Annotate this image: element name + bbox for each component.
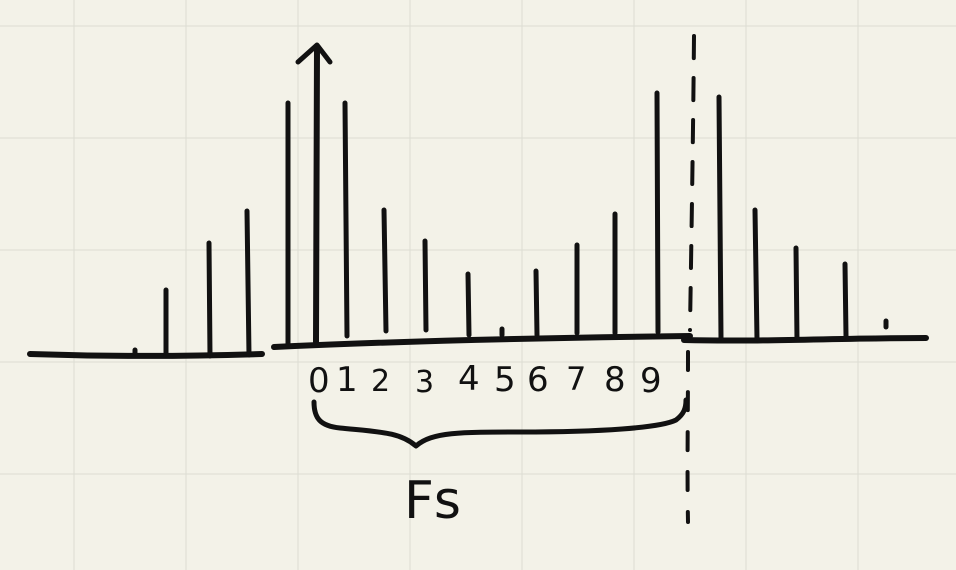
spectral-line <box>752 207 760 342</box>
index-labels: 0 1 2 3 4 5 6 7 8 9 <box>308 359 662 401</box>
spectral-line <box>342 100 350 339</box>
curly-brace <box>311 397 689 449</box>
spectral-line <box>206 240 213 359</box>
spectral-line <box>533 268 540 338</box>
spectral-line <box>793 245 800 343</box>
index-label: 4 <box>458 359 480 399</box>
horizontal-axis <box>27 333 929 359</box>
index-label: 2 <box>371 364 390 399</box>
vertical-axis-arrow <box>295 42 333 345</box>
index-label: 8 <box>604 360 626 400</box>
spectral-line <box>381 207 389 334</box>
spectral-lines <box>132 90 889 359</box>
brace-label: Fs <box>404 471 461 531</box>
fs-boundary-dashed-line <box>685 34 696 524</box>
spectral-line <box>654 90 661 335</box>
index-label: 1 <box>336 360 358 400</box>
index-label: 7 <box>566 360 586 398</box>
index-label: 0 <box>308 361 330 401</box>
index-label: 5 <box>494 360 516 400</box>
index-label: 6 <box>527 360 549 400</box>
spectral-line <box>422 238 429 333</box>
spectral-line <box>716 94 724 341</box>
spectral-line <box>842 261 849 339</box>
index-label: 9 <box>640 361 662 401</box>
spectral-line <box>244 208 252 358</box>
spectral-line <box>465 271 472 338</box>
index-label: 3 <box>415 365 434 400</box>
